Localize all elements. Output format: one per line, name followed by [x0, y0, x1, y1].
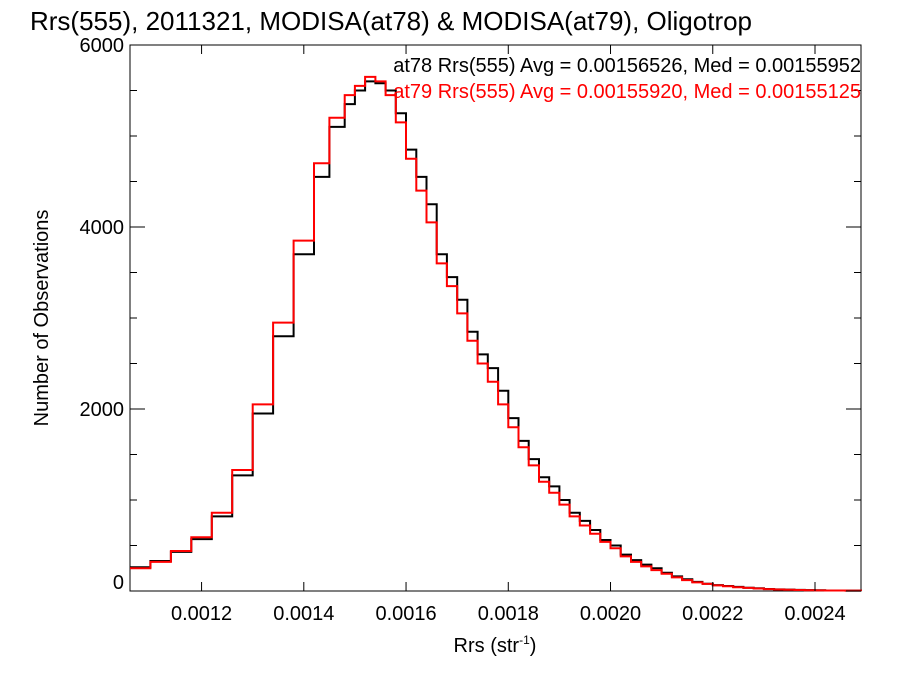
x-tick-label-3: 0.0018 — [478, 603, 539, 625]
series-layer — [130, 75, 862, 592]
series-line-1 — [130, 75, 862, 592]
x-axis-label-close: ) — [530, 635, 537, 657]
annotation-at78: at78 Rrs(555) Avg = 0.00156526, Med = 0.… — [393, 55, 861, 77]
y-axis-label: Number of Observations — [31, 210, 53, 427]
x-tick-label-5: 0.0022 — [682, 603, 743, 625]
tick-layer: 0.0012 0.0014 0.0016 0.0018 0.0020 0.0022 0.00… — [80, 35, 861, 625]
x-tick-label-4: 0.0020 — [580, 603, 641, 625]
x-tick-label-6: 0.0024 — [784, 603, 845, 625]
x-tick-label-1: 0.0014 — [273, 603, 334, 625]
plot-frame — [129, 44, 862, 592]
y-tick-label-2: 4000 — [80, 217, 125, 239]
chart-title: Rrs(555), 2011321, MODISA(at78) & MODISA… — [30, 6, 752, 36]
y-tick-label-0: 0 — [113, 572, 124, 594]
y-tick-label-3: 6000 — [80, 35, 125, 57]
x-tick-label-2: 0.0016 — [375, 603, 436, 625]
y-tick-label-1: 2000 — [80, 399, 125, 421]
annotation-at79: at79 Rrs(555) Avg = 0.00155920, Med = 0.… — [393, 81, 861, 103]
series-line-0 — [130, 80, 862, 592]
x-tick-label-0: 0.0012 — [171, 603, 232, 625]
x-axis-label-sup: -1 — [519, 633, 530, 647]
x-axis-label-main: Rrs (str — [454, 635, 520, 657]
x-axis-label: Rrs (str-1) — [454, 633, 537, 657]
